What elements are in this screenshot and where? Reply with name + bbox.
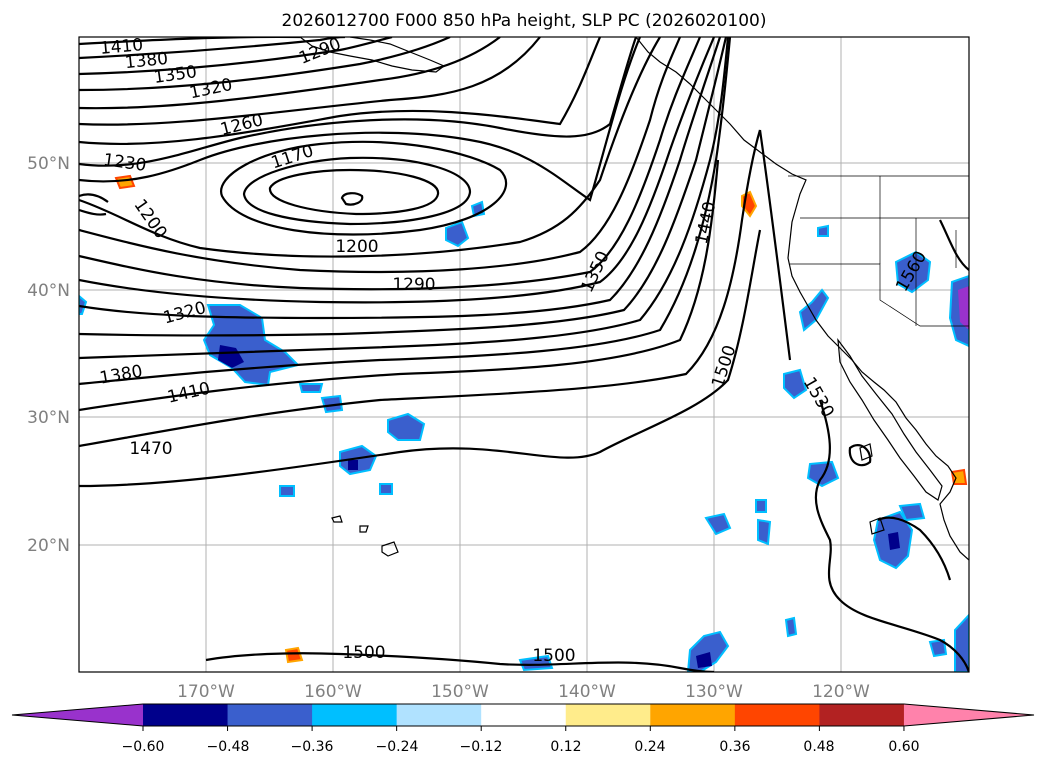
negative-patch [783,368,808,400]
negative-patch [218,345,244,368]
slp-anomaly-shading [79,174,969,672]
contour-label: 1500 [342,643,385,663]
figure-title: 2026012700 F000 850 hPa height, SLP PC (… [282,11,767,31]
colorbar-swatch [734,704,820,726]
positive-patch [284,646,304,664]
lat-label-50n: 50°N [27,154,70,174]
colorbar-swatch [650,704,736,726]
lat-label-30n: 30°N [27,408,70,428]
colorbar-tick-label: 0.48 [803,739,834,755]
contour-label: 1200 [335,237,378,257]
colorbar-tick-label: −0.36 [291,739,334,755]
colorbar-tick-label: 0.12 [550,739,581,755]
negative-patch [279,485,295,497]
colorbar-tick-label: −0.24 [376,739,419,755]
colorbar-ticks [142,726,905,731]
longitude-axis: 170°W 160°W 150°W 140°W 130°W 120°W [177,682,870,702]
negative-patch [379,483,393,495]
colorbar-swatch [819,704,905,726]
negative-patch [757,518,772,546]
colorbar-tick-label: 0.36 [719,739,750,755]
colorbar-swatch [312,704,398,726]
negative-patch [798,288,830,332]
latitude-axis: 50°N 40°N 30°N 20°N [27,154,70,556]
negative-patch [898,502,926,522]
colorbar-tick-label: −0.48 [207,739,250,755]
negative-patch [298,383,324,393]
coastlines [299,37,969,561]
contour-label: 1380 [124,49,169,73]
negative-patch [784,616,798,638]
lon-label-160w: 160°W [304,682,362,702]
lat-label-40n: 40°N [27,281,70,301]
colorbar-tick-label: −0.60 [122,739,165,755]
height-contours [79,37,969,672]
contour-label: 1290 [392,275,435,295]
lon-label-170w: 170°W [177,682,235,702]
colorbar-swatch [396,704,482,726]
negative-patch [704,512,732,536]
lon-label-150w: 150°W [431,682,489,702]
contour-label: 1470 [129,439,172,459]
lon-label-130w: 130°W [685,682,743,702]
negative-patch [954,613,969,672]
negative-patch [348,460,358,470]
lon-label-140w: 140°W [558,682,616,702]
contour-label: 1410 [99,35,144,59]
negative-patch [817,224,829,237]
colorbar-swatches [11,703,1035,727]
negative-patch [387,412,426,441]
negative-patch [518,654,554,672]
positive-patch [114,174,136,190]
state-borders [788,175,969,327]
colorbar-swatch [143,704,229,726]
colorbar-swatch [227,704,313,726]
colorbar-extend-max [903,704,1034,726]
colorbar-tick-label: −0.12 [460,739,503,755]
colorbar-swatch [565,704,651,726]
colorbar: −0.60 −0.48 −0.36 −0.24 −0.12 0.12 0.24 … [11,703,1035,755]
colorbar-extend-min [12,704,143,726]
negative-patch [696,652,712,668]
negative-patch [445,220,470,248]
negative-patch [888,532,900,550]
contour-label: 1500 [532,646,575,666]
colorbar-tick-labels: −0.60 −0.48 −0.36 −0.24 −0.12 0.12 0.24 … [122,739,920,755]
negative-patch [755,499,767,513]
colorbar-tick-label: 0.24 [634,739,665,755]
lon-label-120w: 120°W [812,682,870,702]
map-frame [78,36,970,673]
colorbar-tick-label: 0.60 [888,739,919,755]
map-panel: 1410 1380 1350 1320 1290 1260 1230 1200 … [78,34,970,673]
negative-patch [958,286,969,330]
lat-label-20n: 20°N [27,536,70,556]
colorbar-swatch [481,704,567,726]
negative-patch [79,294,88,315]
